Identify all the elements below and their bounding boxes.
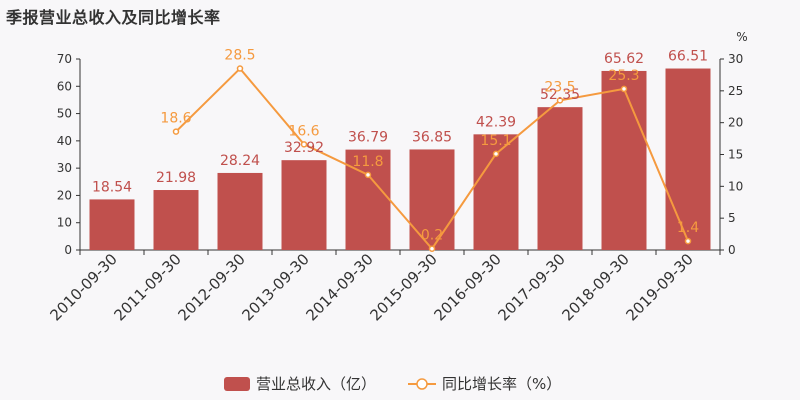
bar-value-label: 42.39: [476, 114, 516, 130]
left-axis-tick-label: 50: [57, 107, 72, 121]
line-value-label: 11.8: [352, 154, 383, 170]
line-point: [428, 245, 436, 252]
x-axis-tick-label: 2015-09-30: [366, 250, 440, 324]
x-axis-tick-label: 2010-09-30: [46, 250, 120, 324]
line-value-label: 28.5: [224, 48, 255, 64]
legend-bar-swatch: [224, 377, 250, 391]
bar-value-label: 36.79: [348, 130, 388, 146]
line-point: [620, 85, 628, 93]
x-axis-tick-label: 2012-09-30: [174, 250, 248, 324]
x-axis-tick-label: 2017-09-30: [494, 250, 568, 324]
bar-value-label: 66.51: [668, 49, 708, 65]
right-axis-unit-label: %: [736, 30, 747, 44]
right-axis-tick-label: 25: [728, 84, 743, 98]
bar: [537, 107, 583, 250]
line-value-label: 25.3: [608, 68, 639, 84]
bar: [153, 190, 199, 250]
bar-value-label: 28.24: [220, 153, 260, 169]
line-value-label: 1.4: [677, 220, 699, 236]
bar-value-label: 36.85: [412, 129, 452, 145]
right-axis-tick-label: 10: [728, 179, 743, 193]
line-point: [492, 150, 500, 158]
line-point: [172, 128, 180, 135]
line-point: [236, 65, 244, 72]
bar-value-label: 32.92: [284, 140, 324, 156]
bar: [601, 70, 647, 250]
left-axis-tick-label: 60: [57, 79, 72, 93]
right-axis-tick-label: 20: [728, 116, 743, 130]
bar: [217, 172, 263, 250]
line-value-label: 18.6: [160, 111, 191, 127]
line-point: [684, 237, 692, 245]
legend-line-marker: [416, 378, 428, 390]
legend-line-label: 同比增长率（%）: [442, 375, 561, 393]
x-axis-tick-label: 2014-09-30: [302, 250, 376, 324]
x-axis-tick-label: 2016-09-30: [430, 250, 504, 324]
line-value-label: 15.1: [480, 133, 511, 149]
right-axis-tick-label: 30: [728, 52, 743, 66]
left-axis-tick-label: 30: [57, 161, 72, 175]
bar-value-label: 65.62: [604, 51, 644, 67]
right-axis-tick-label: 0: [728, 243, 736, 257]
line-point: [556, 97, 564, 104]
left-axis-tick-label: 40: [57, 134, 72, 148]
x-axis-tick-label: 2013-09-30: [238, 250, 312, 324]
line-value-label: 0.2: [421, 228, 443, 244]
legend-bar-label: 营业总收入（亿）: [256, 375, 376, 393]
left-axis-tick-label: 20: [57, 188, 72, 202]
bar: [409, 149, 455, 250]
line-value-label: 23.5: [544, 79, 575, 95]
right-axis-tick-label: 5: [728, 211, 736, 225]
line-point: [300, 141, 308, 148]
line-point: [364, 171, 372, 179]
x-axis-tick-label: 2011-09-30: [110, 250, 184, 324]
x-axis-tick-label: 2018-09-30: [558, 250, 632, 324]
left-axis-tick-label: 0: [64, 243, 72, 257]
bar: [89, 199, 135, 250]
bar-value-label: 21.98: [156, 170, 196, 186]
bar-value-label: 18.54: [92, 179, 132, 195]
left-axis-tick-label: 70: [57, 52, 72, 66]
line-value-label: 16.6: [288, 123, 319, 139]
right-axis-tick-label: 15: [728, 148, 743, 162]
bar: [665, 68, 711, 251]
bar: [281, 160, 327, 250]
bar: [345, 149, 391, 250]
x-axis-tick-label: 2019-09-30: [622, 250, 696, 324]
chart-title: 季报营业总收入及同比增长率: [6, 8, 221, 27]
left-axis-tick-label: 10: [57, 216, 72, 230]
bar-value-label: 52.35: [540, 87, 580, 103]
